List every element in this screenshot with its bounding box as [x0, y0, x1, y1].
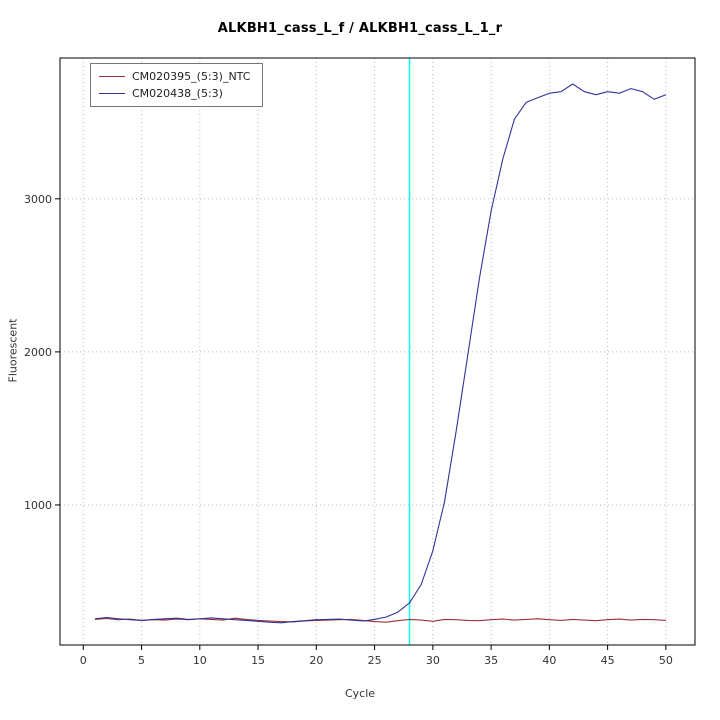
legend-item: CM020395_(5:3)_NTC: [99, 68, 250, 85]
x-tick-label: 45: [601, 654, 615, 667]
x-tick-label: 0: [80, 654, 87, 667]
legend-line-sample-ntc: [99, 76, 125, 77]
x-tick-label: 25: [368, 654, 382, 667]
y-tick-label: 3000: [24, 193, 52, 206]
plot-box: [59, 57, 696, 646]
x-tick-label: 50: [659, 654, 673, 667]
x-tick-label: 10: [193, 654, 207, 667]
legend-item: CM020438_(5:3): [99, 85, 250, 102]
x-tick-label: 40: [542, 654, 556, 667]
y-tick-label: 2000: [24, 346, 52, 359]
chart-title: ALKBH1_cass_L_f / ALKBH1_cass_L_1_r: [217, 21, 503, 36]
series-line-1: [94, 83, 667, 624]
legend-label: CM020395_(5:3)_NTC: [132, 70, 251, 83]
x-tick-label: 30: [426, 654, 440, 667]
legend-line-sample-sample: [99, 93, 125, 94]
x-axis-label: Cycle: [344, 687, 376, 700]
y-axis-label-wrap: Fluorescent: [2, 0, 24, 700]
x-tick-label: 5: [138, 654, 145, 667]
x-tick-label: 35: [484, 654, 498, 667]
x-tick-label: 20: [309, 654, 323, 667]
legend-label: CM020438_(5:3): [132, 87, 223, 100]
legend: CM020395_(5:3)_NTC CM020438_(5:3): [90, 63, 264, 107]
y-tick-label: 1000: [24, 499, 52, 512]
y-axis-label: Fluorescent: [6, 318, 20, 382]
x-tick-label: 15: [251, 654, 265, 667]
